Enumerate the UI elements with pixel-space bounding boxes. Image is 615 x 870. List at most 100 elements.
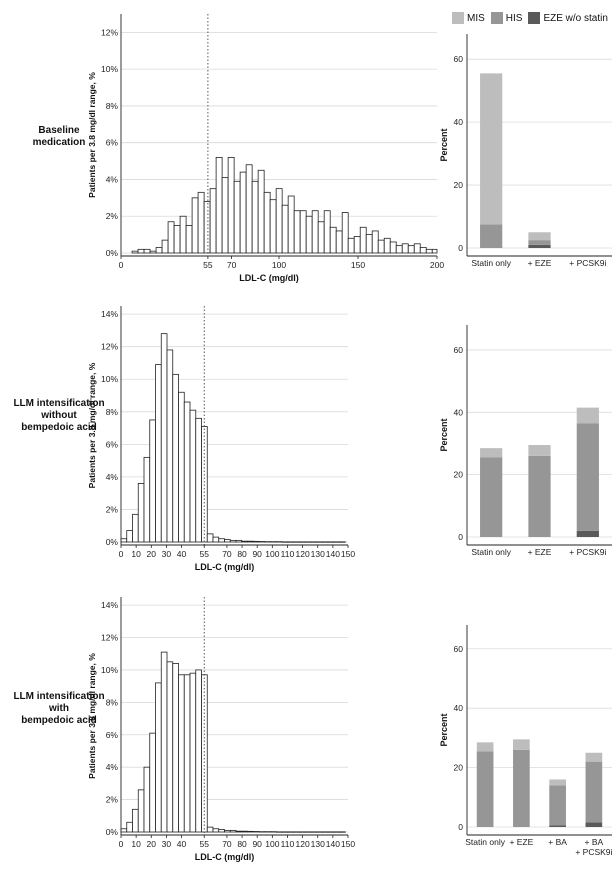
s5-bar-segment (585, 761, 603, 823)
h0-bar (131, 250, 139, 254)
h2-xtick-label: 80 (237, 549, 247, 559)
s1-bar-segment (528, 232, 551, 241)
h2-xtick-label: 30 (162, 549, 172, 559)
h0-xtick-label: 0 (119, 260, 124, 270)
h4-bar (235, 830, 243, 833)
s5-bar-segment (476, 742, 494, 752)
s3-bar-segment (576, 423, 599, 531)
s1-ytick-label: 0 (458, 243, 463, 253)
h0-bar (185, 225, 193, 254)
h4-xtick-label: 10 (131, 839, 141, 849)
h0-bar (293, 210, 301, 254)
h2-bar (155, 364, 162, 543)
s5-category-label: + BA (548, 837, 567, 847)
h0-bar (413, 243, 421, 254)
h2-bar (166, 349, 174, 543)
h0-bar (155, 247, 163, 254)
h0-bar (227, 156, 235, 254)
h4-ytick-label: 10% (101, 665, 118, 675)
h0-ytick-label: 6% (106, 138, 119, 148)
h0-ytick-label: 2% (106, 211, 119, 221)
h2-ytick-label: 4% (106, 472, 119, 482)
h0-ytick-label: 4% (106, 174, 119, 184)
s5-bar-segment (585, 822, 603, 827)
s1-bar-segment (480, 73, 503, 225)
s1-ytick-label: 60 (454, 54, 464, 64)
s5-ytick-label: 0 (458, 822, 463, 832)
s1-category-label: + PCSK9i (569, 258, 606, 268)
s5-category-label-line: Statin only (465, 837, 505, 847)
h0-bar (191, 197, 199, 254)
h2-bar (132, 513, 139, 543)
h4-ytick-label: 12% (101, 633, 118, 643)
h2-ytick-label: 6% (106, 439, 119, 449)
row-label-with-ba: LLM intensification with bempedoic acid (13, 691, 105, 726)
h0-bar (251, 180, 259, 254)
s3-category-label: Statin only (471, 547, 511, 557)
h4-bar (149, 732, 156, 833)
h0-xtick-label: 55 (203, 260, 213, 270)
h4-bar (183, 674, 191, 833)
legend-label-mis: MIS (467, 12, 485, 24)
h4-bar (229, 829, 237, 833)
s5-ytick-label: 20 (454, 763, 464, 773)
h0-bar (323, 210, 331, 254)
h0-bar (299, 210, 307, 254)
h0-ytick-label: 8% (106, 101, 119, 111)
s3-category-label-line: + EZE (528, 547, 552, 557)
h0-bar (137, 248, 145, 254)
s5-bar-segment (549, 825, 566, 827)
s3-bar-segment (528, 445, 551, 456)
h0-bar (335, 230, 343, 254)
h4-bar (241, 830, 248, 833)
h0-ylabel: Patients per 3.8 mg/dl range, % (87, 72, 97, 198)
h0-bar (281, 204, 289, 254)
h0-bar (347, 237, 355, 254)
h4-ytick-label: 8% (106, 697, 119, 707)
h4-xtick-label: 110 (281, 839, 295, 849)
h2-bar (143, 456, 151, 543)
legend-swatch-mis (452, 12, 464, 24)
legend-label-his: HIS (505, 12, 523, 24)
h2-xtick-label: 20 (147, 549, 157, 559)
legend-swatch-eze (528, 12, 541, 24)
h2-xtick-label: 130 (311, 549, 325, 559)
h4-xtick-label: 30 (162, 839, 172, 849)
s5-category-label: + EZE (509, 837, 533, 847)
h4-xtick-label: 100 (265, 839, 279, 849)
h4-xtick-label: 0 (119, 839, 124, 849)
h0-bar (239, 171, 247, 254)
h2-bar (160, 333, 168, 543)
h4-bar (155, 682, 162, 833)
h4-ytick-label: 6% (106, 730, 119, 740)
s3-ytick-label: 40 (454, 407, 464, 417)
s1-category-label-line: Statin only (471, 258, 511, 268)
h4-bar (126, 821, 133, 833)
h0-bar (329, 226, 337, 254)
s3-category-label: + PCSK9i (569, 547, 606, 557)
h4-bar (172, 663, 179, 833)
h0-xtick-label: 150 (351, 260, 365, 270)
h0-bar (431, 248, 438, 254)
h4-bar (218, 829, 225, 833)
legend-item-his: HIS (490, 12, 523, 24)
h2-xtick-label: 120 (296, 549, 310, 559)
h0-bar (221, 177, 229, 254)
h2-ytick-label: 0% (106, 537, 119, 547)
s5-category-label-line: + BA (548, 837, 567, 847)
h0-ytick-label: 10% (101, 64, 118, 74)
h0-bar (263, 191, 271, 254)
s5-category-label: + BA + PCSK9i (575, 837, 612, 857)
h0-bar (275, 188, 283, 254)
s1-ytick-label: 20 (454, 180, 464, 190)
h2-xtick-label: 100 (265, 549, 279, 559)
h0-bar (161, 239, 169, 254)
h0-bar (173, 225, 181, 254)
h0-bar (305, 215, 313, 254)
h2-ylabel: Patients per 3.8 mg/dl range, % (87, 362, 97, 488)
legend-label-eze: EZE w/o statin (543, 12, 608, 24)
s5-ytick-label: 40 (454, 703, 464, 713)
h0-bar (233, 180, 241, 254)
h0-bar (209, 188, 217, 254)
